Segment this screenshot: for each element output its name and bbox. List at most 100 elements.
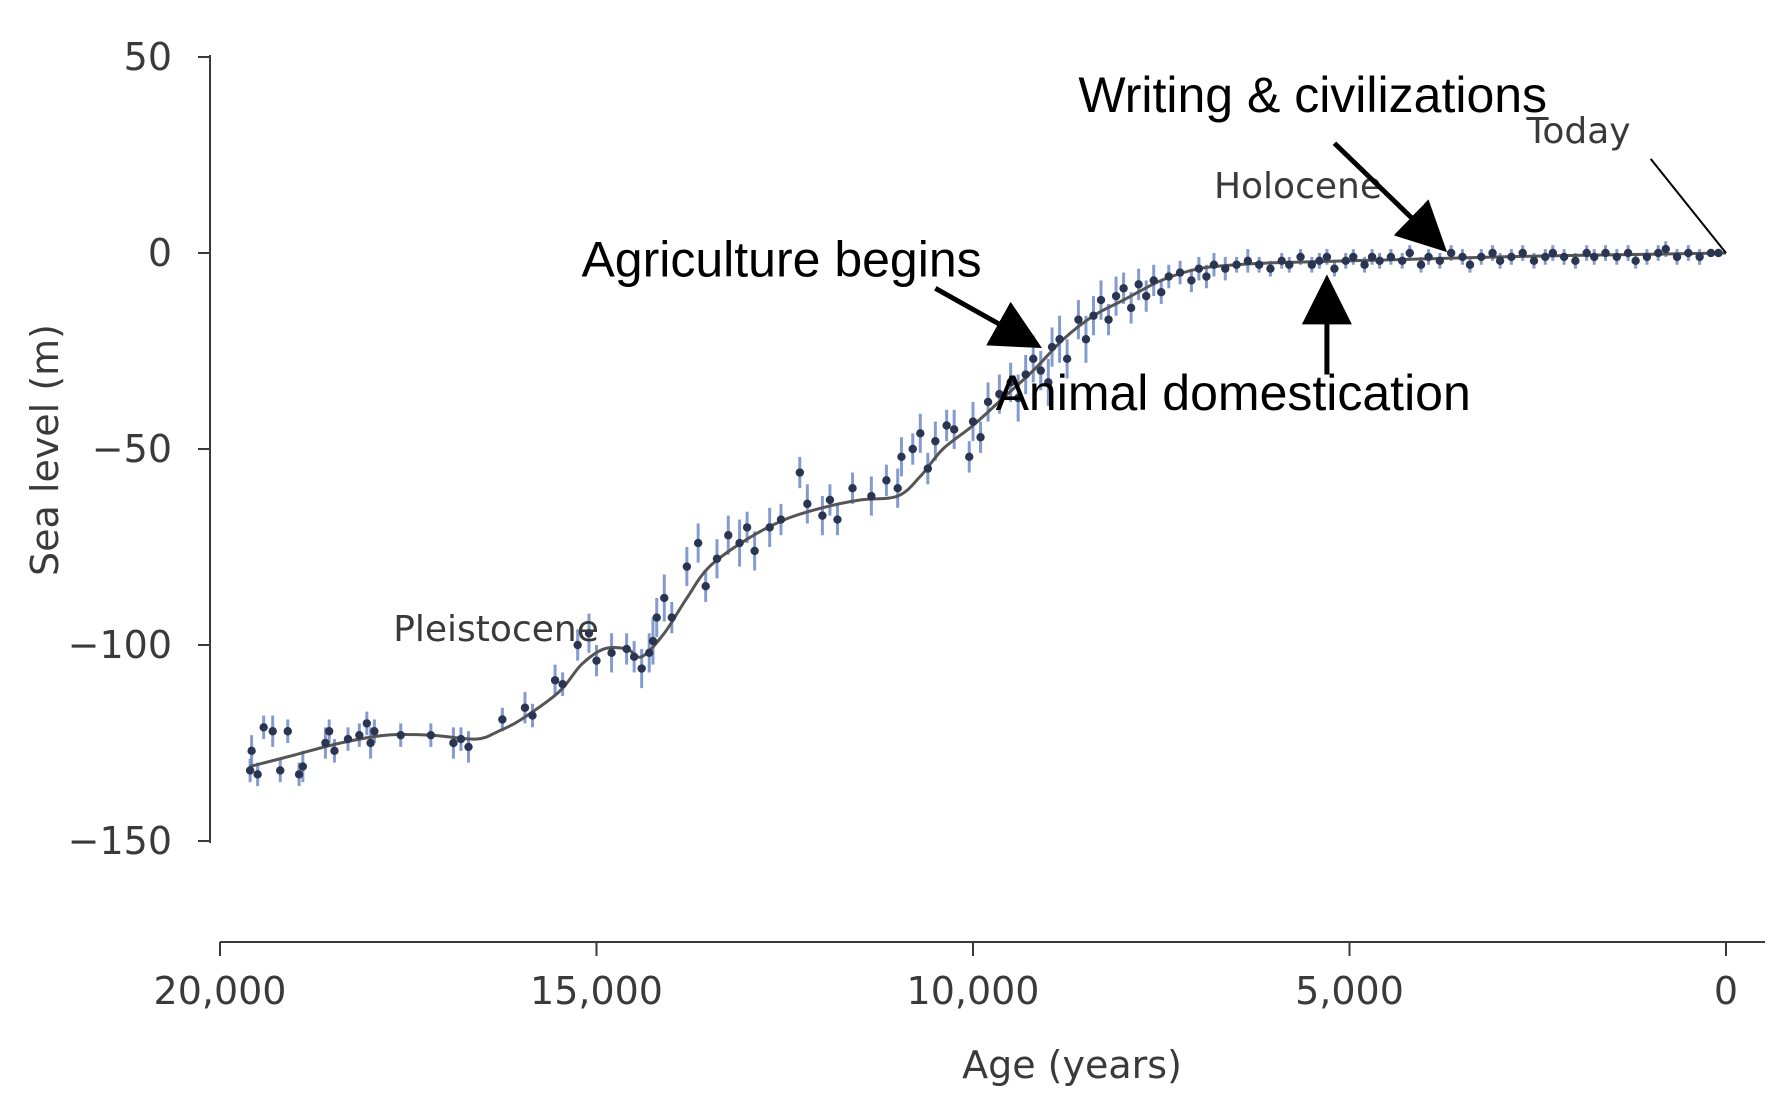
data-point (498, 715, 507, 724)
data-point (592, 656, 601, 665)
data-point (931, 436, 940, 446)
data-point (1507, 252, 1516, 262)
data-point (1349, 252, 1358, 262)
data-point (1243, 256, 1253, 266)
data-point (1081, 335, 1091, 344)
data-point (1367, 252, 1377, 262)
data-point (742, 523, 752, 532)
data-point (1465, 260, 1475, 269)
data-point (247, 746, 256, 756)
data-point (1416, 260, 1426, 269)
data-point (908, 444, 917, 454)
data-point (1175, 268, 1185, 277)
data-point (923, 464, 933, 473)
data-point (637, 664, 646, 673)
data-point (321, 738, 330, 748)
data-point (1307, 260, 1317, 269)
data-point (735, 538, 744, 548)
data-point (1654, 248, 1663, 258)
data-point (1221, 264, 1230, 273)
data-point (1096, 295, 1106, 305)
data-point (848, 484, 857, 493)
data-point (1119, 284, 1128, 293)
data-point (1386, 252, 1396, 262)
data-point (1424, 252, 1433, 262)
data-point (995, 389, 1004, 399)
data-point (1623, 248, 1633, 258)
data-point (1642, 252, 1652, 262)
data-point (776, 515, 786, 524)
data-point (1672, 252, 1682, 262)
data-point (1141, 291, 1151, 301)
data-point (750, 546, 759, 556)
data-point (1111, 291, 1121, 301)
event-annotations: Writing & civilizations Agriculture begin… (581, 67, 1727, 421)
data-point (882, 476, 891, 485)
data-point (1157, 288, 1166, 297)
data-point (1495, 256, 1505, 266)
data-point (1714, 248, 1723, 258)
data-point (550, 676, 560, 685)
data-point (833, 515, 842, 524)
data-point (893, 484, 902, 493)
y-tick-label: −100 (68, 623, 172, 667)
data-point (976, 433, 985, 442)
data-point (965, 452, 974, 462)
data-point (1548, 248, 1558, 258)
data-point (558, 680, 567, 689)
data-point (1661, 244, 1670, 254)
data-point (1047, 342, 1057, 352)
data-point (355, 730, 364, 740)
data-point (607, 648, 616, 658)
data-point (298, 762, 308, 771)
event-label: Agriculture begins (581, 232, 981, 288)
data-point (268, 727, 277, 736)
error-bars (248, 241, 1720, 787)
data-point (1104, 315, 1113, 324)
data-point (1266, 264, 1275, 273)
data-point (362, 719, 372, 728)
axes: 500−50−100−150 20,000 15,000 10,000 5,000 0 … (23, 35, 1765, 1087)
data-point (584, 629, 594, 638)
data-point (648, 636, 658, 646)
data-point (1164, 272, 1173, 281)
data-point (660, 593, 669, 603)
data-point (1631, 256, 1640, 266)
data-point (1254, 260, 1264, 269)
data-point (1375, 256, 1384, 266)
data-point (1074, 315, 1083, 324)
y-tick-label: 50 (124, 35, 172, 79)
data-point (795, 468, 805, 477)
data-point (667, 613, 676, 622)
data-point (724, 531, 733, 540)
data-point (693, 538, 703, 548)
data-point (968, 417, 978, 426)
data-point (1559, 252, 1569, 262)
data-point (245, 766, 255, 775)
data-point (573, 640, 582, 650)
annotation-arrow (1332, 141, 1448, 253)
data-point (1194, 264, 1204, 273)
data-point (1209, 260, 1219, 269)
data-point (1446, 248, 1456, 258)
data-point (1571, 256, 1580, 266)
data-point (1055, 335, 1064, 344)
data-point (1044, 378, 1053, 387)
data-point (1398, 256, 1407, 266)
data-point (682, 562, 692, 571)
data-point (712, 554, 722, 563)
x-tick-label: 15,000 (530, 969, 663, 1013)
data-point (1134, 280, 1143, 289)
data-point (1149, 276, 1158, 285)
data-point (1232, 260, 1241, 269)
data-point (330, 746, 339, 756)
era-labels: Pleistocene Holocene (393, 166, 1382, 650)
event-label: Animal domestication (996, 365, 1471, 421)
x-ticks: 20,000 15,000 10,000 5,000 0 (154, 942, 1738, 1013)
data-point (1202, 272, 1211, 281)
data-point (1582, 248, 1591, 258)
data-point (629, 652, 639, 661)
data-point (449, 738, 458, 748)
data-point (1695, 252, 1704, 262)
